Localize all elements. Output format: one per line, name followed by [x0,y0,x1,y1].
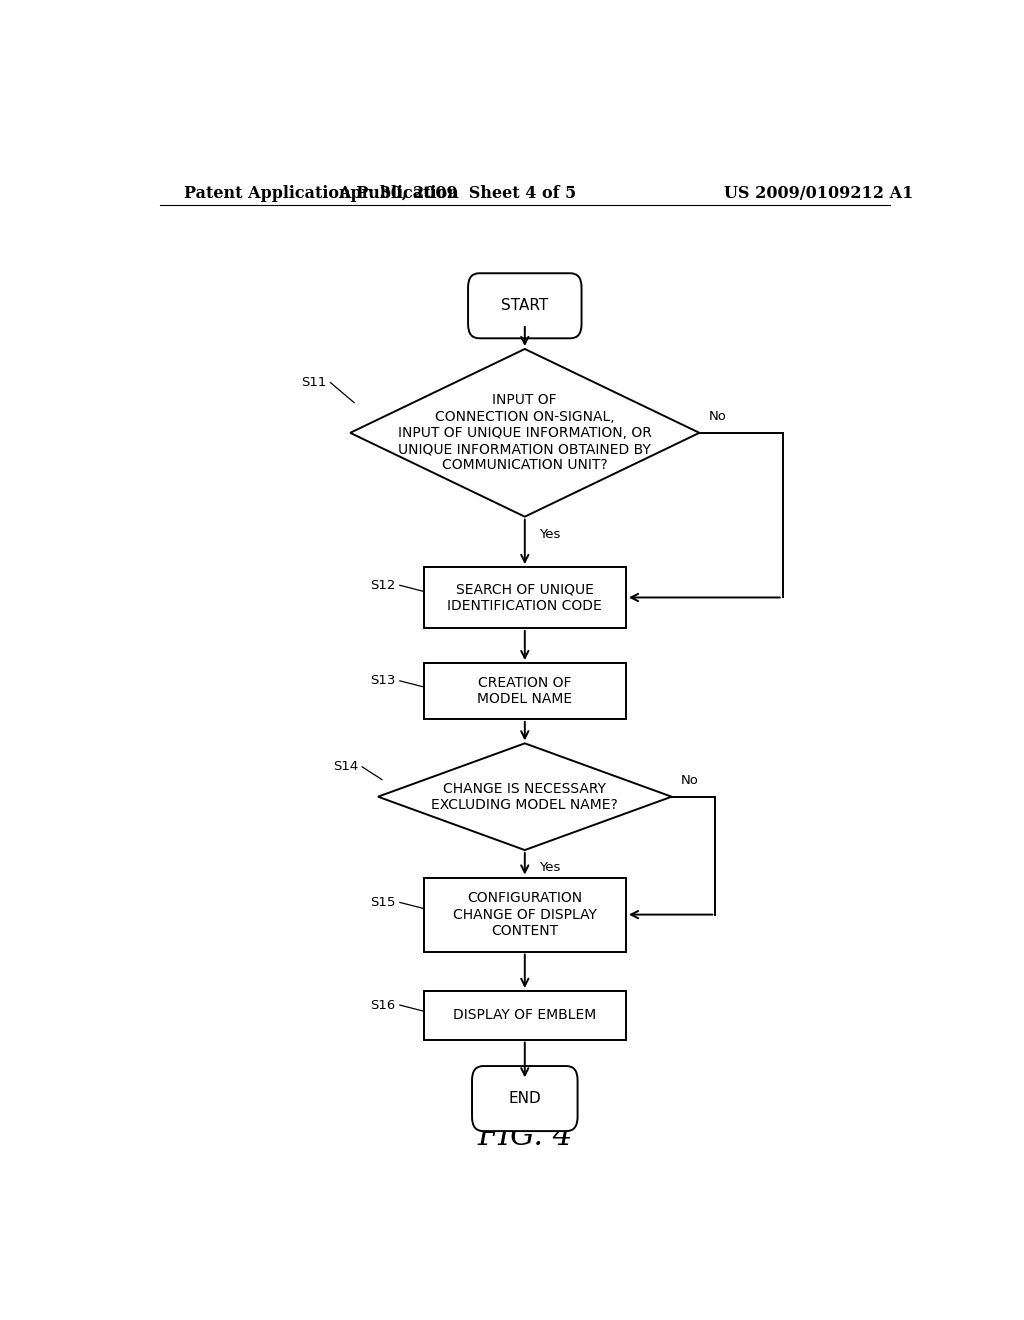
Bar [424,991,626,1040]
Text: FIG. 4: FIG. 4 [477,1121,572,1151]
Bar [424,663,626,719]
Text: S11: S11 [301,376,327,389]
Text: END: END [509,1092,541,1106]
Text: Apr. 30, 2009  Sheet 4 of 5: Apr. 30, 2009 Sheet 4 of 5 [338,186,577,202]
Polygon shape [350,348,699,516]
Text: S16: S16 [371,998,396,1011]
FancyBboxPatch shape [472,1067,578,1131]
Text: CONFIGURATION
CHANGE OF DISPLAY
CONTENT: CONFIGURATION CHANGE OF DISPLAY CONTENT [453,891,597,937]
Bar [424,568,626,628]
Text: CREATION OF
MODEL NAME: CREATION OF MODEL NAME [477,676,572,706]
FancyBboxPatch shape [468,273,582,338]
Text: START: START [501,298,549,313]
Text: INPUT OF
CONNECTION ON-SIGNAL,
INPUT OF UNIQUE INFORMATION, OR
UNIQUE INFORMATIO: INPUT OF CONNECTION ON-SIGNAL, INPUT OF … [398,393,651,473]
Text: Patent Application Publication: Patent Application Publication [183,186,459,202]
Text: S14: S14 [333,760,358,774]
Text: SEARCH OF UNIQUE
IDENTIFICATION CODE: SEARCH OF UNIQUE IDENTIFICATION CODE [447,582,602,612]
Text: DISPLAY OF EMBLEM: DISPLAY OF EMBLEM [454,1008,596,1022]
Text: S12: S12 [371,578,396,591]
Polygon shape [378,743,672,850]
Bar [424,878,626,952]
Text: Yes: Yes [539,861,560,874]
Text: CHANGE IS NECESSARY
EXCLUDING MODEL NAME?: CHANGE IS NECESSARY EXCLUDING MODEL NAME… [431,781,618,812]
Text: US 2009/0109212 A1: US 2009/0109212 A1 [724,186,913,202]
Text: S13: S13 [371,675,396,688]
Text: No: No [709,409,727,422]
Text: No: No [681,774,699,787]
Text: Yes: Yes [539,528,560,541]
Text: S15: S15 [371,896,396,909]
